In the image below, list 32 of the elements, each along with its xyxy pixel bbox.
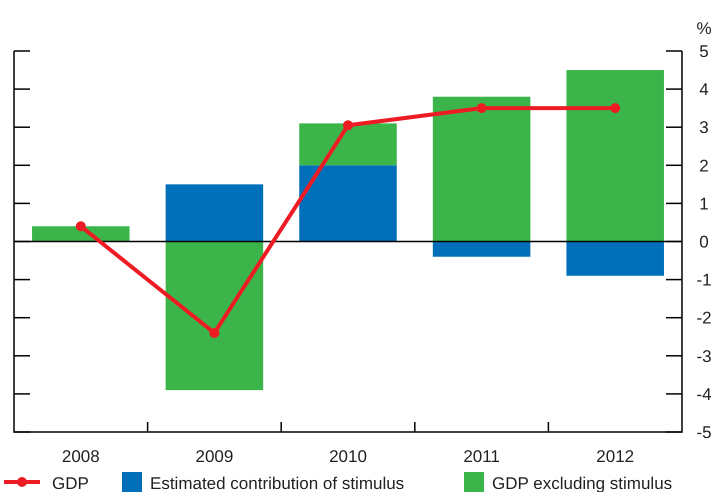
y-tick-label: -4 (696, 384, 712, 404)
point (343, 120, 353, 130)
point (476, 103, 487, 114)
bar (432, 96, 530, 242)
x-tick-label: 2011 (463, 447, 500, 466)
y-tick-label: 2 (699, 156, 709, 176)
y-tick-label: -1 (696, 270, 712, 290)
x-tick-label: 2012 (596, 447, 634, 466)
legend-label: GDP (52, 474, 89, 492)
y-tick-label: -5 (696, 423, 712, 442)
bar (299, 123, 397, 166)
point (209, 328, 220, 338)
point (76, 221, 86, 232)
bar (566, 242, 664, 276)
bar (299, 165, 397, 242)
bar (432, 242, 530, 257)
y-tick-label: 5 (699, 42, 709, 61)
bar (166, 242, 264, 390)
y-tick-label: -3 (696, 346, 712, 366)
bar (566, 70, 664, 242)
x-tick-label: 2009 (195, 447, 234, 466)
legend-label: Estimated contribution of stimulus (150, 474, 404, 492)
point (610, 103, 620, 114)
y-tick-label: 3 (699, 118, 709, 138)
x-tick-label: 2008 (62, 447, 100, 466)
y-tick-label: 4 (699, 80, 709, 100)
bar (166, 184, 264, 242)
y-tick-label: 0 (699, 232, 709, 252)
y-tick-label: 1 (699, 194, 709, 214)
x-tick-label: 2010 (329, 447, 367, 466)
y-tick-label: -2 (696, 308, 712, 328)
y-axis-title: % (696, 19, 712, 38)
